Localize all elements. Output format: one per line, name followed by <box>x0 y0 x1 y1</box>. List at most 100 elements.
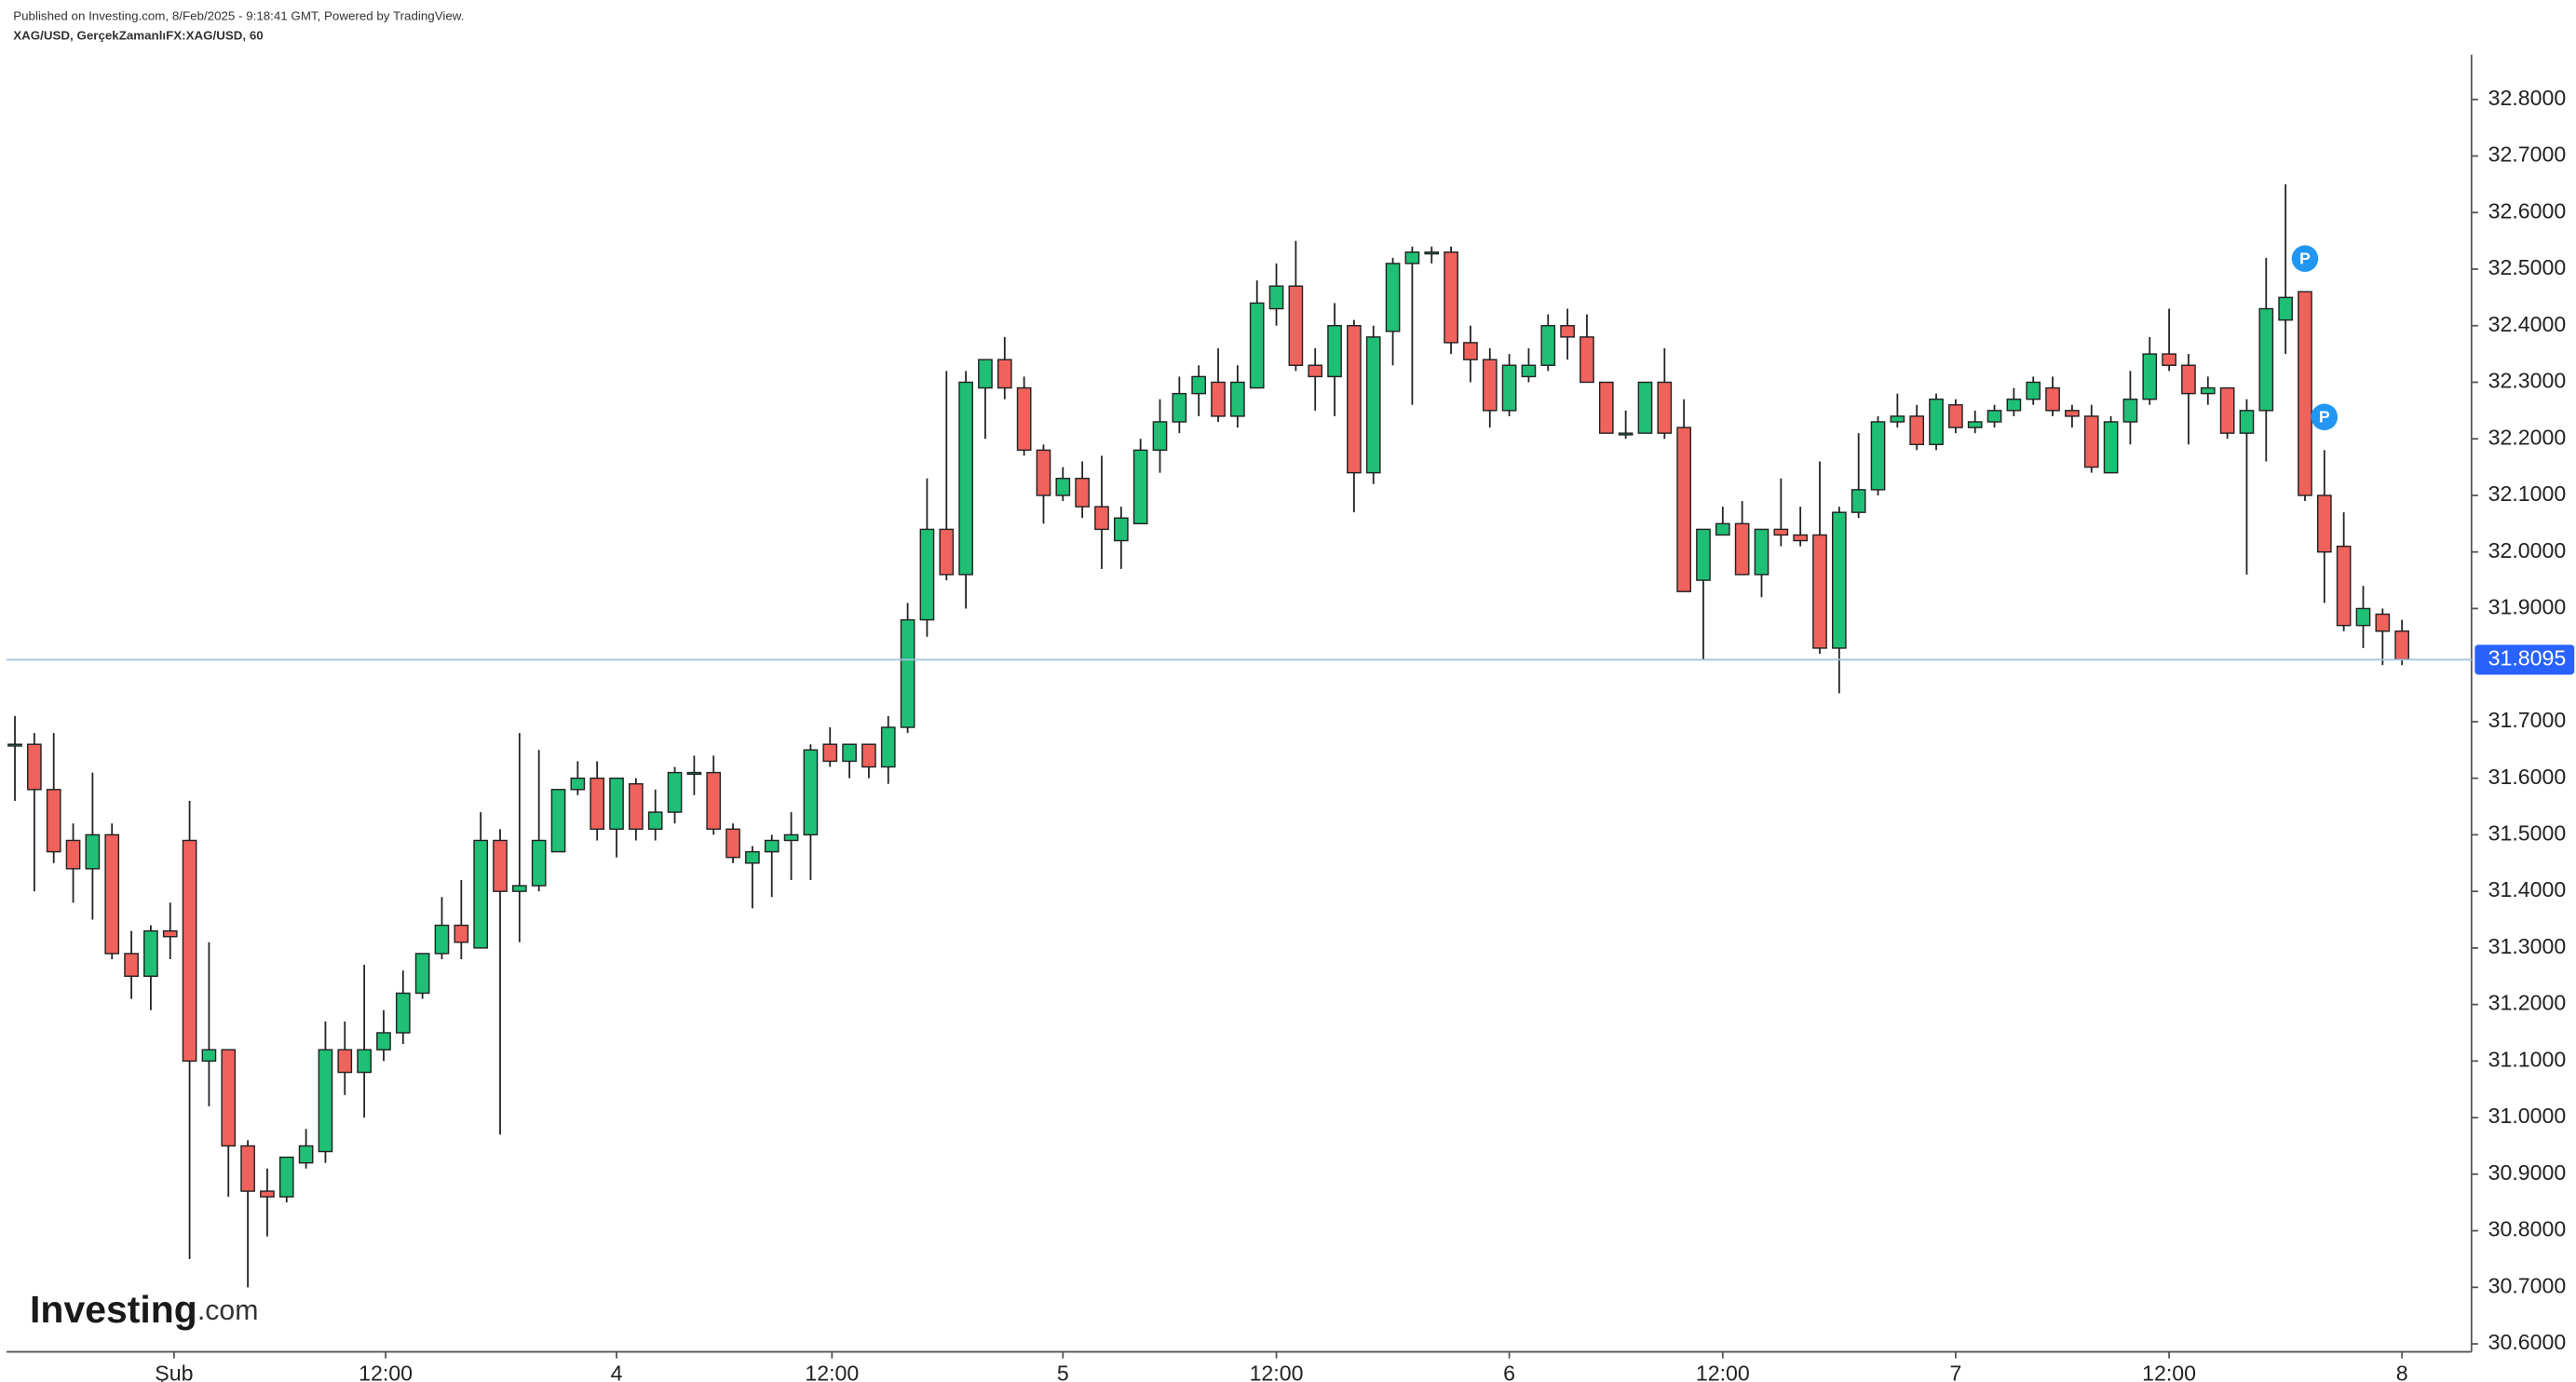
candle-body <box>1327 325 1342 378</box>
candle-body <box>298 1145 314 1164</box>
marker-label: P <box>2299 249 2311 267</box>
candle-body <box>1521 364 1537 378</box>
candle-body <box>260 1190 275 1198</box>
candle-body <box>725 828 740 859</box>
y-tick-label: 30.9000 <box>2488 1160 2567 1185</box>
y-tick-label: 32.1000 <box>2488 481 2567 506</box>
logo-suffix: .com <box>197 1295 259 1326</box>
y-tick-label: 31.9000 <box>2488 595 2567 619</box>
symbol-label: XAG/USD, GerçekZamanlıFX:XAG/USD, 60 <box>13 29 263 43</box>
candle-body <box>939 528 955 576</box>
candle-body <box>2181 364 2196 395</box>
candle-body <box>65 839 81 870</box>
candle-body <box>531 839 547 887</box>
candle-body <box>1598 381 1614 434</box>
y-tick-label: 32.8000 <box>2488 86 2567 110</box>
marker-label: P <box>2319 407 2330 426</box>
x-tick-label: 4 <box>611 1362 623 1382</box>
candle-body <box>1986 410 2002 423</box>
candle-body <box>318 1049 333 1153</box>
candle-body <box>2355 607 2371 627</box>
candle-body <box>2336 545 2352 627</box>
candle-body <box>919 528 935 621</box>
candle-body <box>2258 307 2274 412</box>
candle-body <box>162 929 178 938</box>
x-tick-label: 12:00 <box>1250 1362 1304 1382</box>
candle-body <box>357 1049 372 1074</box>
y-tick-label: 31.5000 <box>2488 821 2567 846</box>
candle-body <box>2026 381 2041 400</box>
y-tick-label: 32.5000 <box>2488 255 2567 279</box>
candle-body <box>2083 415 2099 468</box>
candle-body <box>629 783 644 831</box>
candle-body <box>1929 398 1944 446</box>
candle-body <box>550 789 566 853</box>
candle-body <box>143 929 158 977</box>
candle-body <box>2219 386 2235 434</box>
candle-body <box>2142 353 2158 400</box>
last-price-label: 31.8095 <box>2488 646 2567 671</box>
candle-body <box>1347 325 1362 474</box>
candle-body <box>764 839 780 853</box>
candle-body <box>454 924 469 943</box>
candle-body <box>221 1049 237 1147</box>
x-tick-label: 6 <box>1503 1362 1515 1382</box>
candle-body <box>1754 528 1769 576</box>
candle-body <box>842 743 857 763</box>
candle-body <box>745 850 760 864</box>
candle-body <box>124 953 139 977</box>
candle-body <box>1851 489 1866 513</box>
candle-body <box>1463 342 1478 360</box>
candle-body <box>1404 251 1420 264</box>
candle-body <box>706 771 722 831</box>
candle-body <box>1365 336 1381 474</box>
candle-body <box>958 381 973 576</box>
candle-body <box>1191 375 1207 395</box>
candle-body <box>2298 291 2312 496</box>
candle-body <box>46 789 61 853</box>
candle-body <box>85 833 101 870</box>
candle-body <box>803 749 819 836</box>
marker <box>2311 403 2339 430</box>
y-tick-label: 30.7000 <box>2488 1273 2567 1297</box>
candle-body <box>2239 410 2255 434</box>
candle-body <box>861 743 876 768</box>
candle-body <box>1793 534 1809 542</box>
y-tick-label: 32.3000 <box>2488 369 2567 393</box>
candle-body <box>997 359 1012 389</box>
y-tick-label: 30.6000 <box>2488 1330 2567 1354</box>
candle-body <box>182 839 197 1063</box>
candle-body <box>1094 506 1109 531</box>
candle-body <box>337 1049 353 1074</box>
candle-body <box>667 771 683 813</box>
candle-body <box>2103 421 2119 474</box>
candle-body <box>1540 325 1556 366</box>
candle-body <box>1870 421 1886 491</box>
y-tick-label: 32.4000 <box>2488 312 2567 336</box>
candle-body <box>590 777 605 831</box>
candle-body <box>201 1049 217 1063</box>
candle-body <box>2200 386 2216 395</box>
candle-body <box>240 1145 255 1192</box>
candle-body <box>1676 427 1691 592</box>
candle-body <box>2316 495 2332 553</box>
candle-body <box>900 618 915 728</box>
candle-body <box>1696 528 1711 581</box>
y-tick-label: 31.2000 <box>2488 991 2567 1015</box>
candle-body <box>783 833 799 842</box>
candle-body <box>473 839 488 949</box>
candle-body <box>2375 613 2391 632</box>
candle-body <box>1230 381 1245 417</box>
candle-body <box>376 1032 391 1050</box>
candle-body <box>1501 364 1517 412</box>
candle-body <box>511 885 527 892</box>
candle-body <box>1211 381 1226 417</box>
candle-body <box>1036 449 1051 496</box>
candle-body <box>1715 522 1730 536</box>
candle-body <box>1890 415 1905 423</box>
candle-body <box>1075 478 1090 508</box>
candle-body <box>1812 534 1827 649</box>
candle-body <box>880 726 896 768</box>
